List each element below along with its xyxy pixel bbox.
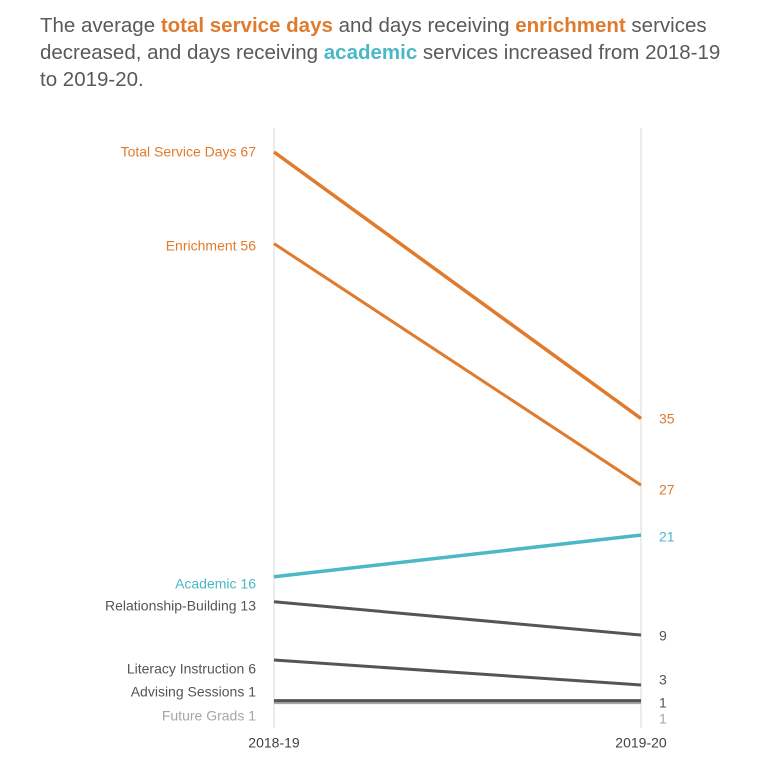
headline-total-service-days: total service days [160,14,333,37]
start-label: Relationship-Building 13 [105,598,256,614]
headline-enrichment: enrichment [515,14,626,37]
headline-academic: academic [323,41,418,64]
series-line-total-service-days [272,150,643,420]
end-label: 1 [659,695,667,711]
end-label: 27 [659,482,675,498]
series-line-academic [273,533,642,579]
start-label: Enrichment 56 [166,238,256,254]
end-label: 21 [659,529,675,545]
chart-headline: The average total service days and days … [40,12,740,93]
headline-text-1: The average [40,14,161,37]
end-label: 3 [659,672,667,688]
start-label: Total Service Days 67 [121,144,257,160]
series-line-relationship-building [273,600,642,637]
start-label: Literacy Instruction 6 [127,661,256,677]
series-line-enrichment [273,242,642,487]
x-tick-label: 2019-20 [615,735,667,751]
headline-text-4: services increased from 2018-19 to 2019-… [40,41,721,91]
end-label: 9 [659,628,667,644]
headline-text-3: services decreased, and days receiving [40,14,707,64]
end-label: 35 [659,411,675,427]
headline-text-2: and days receiving [332,14,516,37]
start-label: Advising Sessions 1 [131,684,257,700]
end-label: 1 [659,711,667,727]
start-label: Academic 16 [175,576,256,592]
series-line-literacy-instruction [273,658,642,687]
start-label: Future Grads 1 [162,708,256,724]
x-tick-label: 2018-19 [248,735,300,751]
